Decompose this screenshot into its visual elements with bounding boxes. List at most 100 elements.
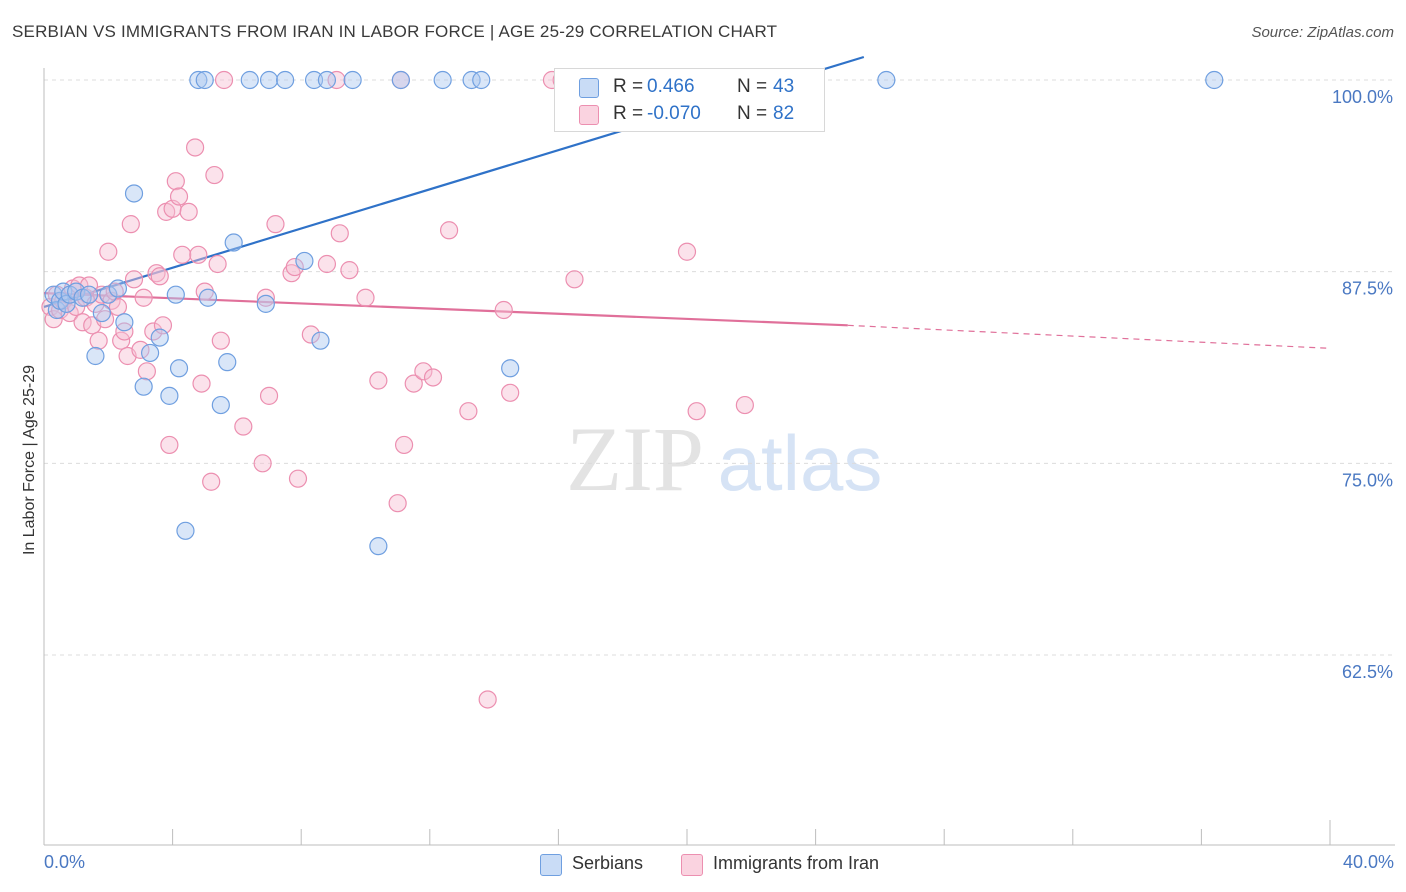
serbian-point: [169, 359, 189, 378]
serbians-legend-label: Serbians: [572, 853, 644, 873]
iran-point: [234, 417, 253, 436]
serbian-point: [79, 285, 99, 304]
serbian-point: [391, 70, 410, 90]
iran-n-value: 82: [773, 103, 795, 124]
iran-point: [124, 270, 144, 289]
serbian-point: [1205, 70, 1224, 90]
iran-point: [121, 215, 140, 234]
iran-point: [439, 221, 459, 240]
iran-point: [266, 215, 285, 234]
serbian-point: [311, 331, 330, 350]
iran-point: [459, 402, 478, 421]
iran-swatch: [579, 105, 599, 125]
serbian-point: [189, 70, 208, 90]
serbian-point: [134, 377, 153, 396]
iran-point: [108, 297, 128, 317]
serbian-point: [501, 359, 520, 378]
iran-point: [288, 469, 308, 488]
iran-point: [340, 261, 359, 280]
serbian-point: [343, 70, 362, 90]
chart-title: SERBIAN VS IMMIGRANTS FROM IRAN IN LABOR…: [12, 22, 778, 41]
iran-point: [192, 374, 211, 393]
y-tick-label: 62.5%: [1342, 662, 1393, 682]
iran-point: [150, 267, 169, 286]
iran-point: [166, 172, 185, 191]
iran-point: [160, 435, 179, 455]
iran-point: [137, 362, 156, 381]
iran-point: [89, 331, 108, 350]
r-label: R =: [613, 76, 644, 97]
serbians-r-value: 0.466: [647, 76, 695, 97]
iran-point: [423, 368, 443, 387]
serbian-point: [369, 537, 388, 556]
legend-row-serbians: R = 0.466 N = 43: [555, 73, 824, 101]
y-tick-label: 87.5%: [1342, 279, 1393, 299]
serbian-point: [176, 521, 195, 540]
x-tick-label-min: 0.0%: [44, 852, 86, 872]
iran-trend-extension: [847, 324, 1331, 349]
iran-trend-line: [43, 292, 848, 327]
serbian-point: [195, 70, 214, 90]
iran-point: [186, 138, 205, 157]
iran-point: [202, 472, 221, 491]
iran-point: [565, 270, 584, 289]
iran-point: [208, 254, 227, 274]
iran-point: [99, 242, 118, 261]
iran-point: [115, 322, 134, 341]
serbian-point: [256, 294, 275, 313]
serbian-point: [877, 70, 896, 90]
y-tick-label: 75.0%: [1342, 470, 1393, 490]
y-tick-label: 100.0%: [1332, 87, 1393, 107]
serbians-legend-swatch: [540, 854, 562, 876]
serbian-point: [92, 303, 111, 323]
serbian-point: [224, 233, 243, 252]
stats-legend: R = 0.466 N = 43 R = -0.070 N = 82: [554, 68, 825, 132]
n-label: N =: [737, 103, 768, 124]
serbian-point: [124, 184, 144, 203]
iran-point: [169, 187, 189, 206]
iran-point: [173, 245, 192, 264]
serbian-point: [86, 346, 105, 366]
iran-point: [388, 494, 407, 513]
legend-row-iran: R = -0.070 N = 82: [555, 100, 824, 128]
serbian-point: [160, 386, 179, 405]
iran-point: [494, 300, 513, 320]
series-legend: Serbians Immigrants from Iran: [0, 852, 1406, 878]
iran-point: [134, 288, 153, 307]
iran-point: [285, 257, 304, 277]
iran-point: [478, 690, 497, 709]
watermark-zip: ZIP: [566, 408, 704, 510]
source-label: Source: ZipAtlas.com: [1251, 24, 1394, 41]
iran-legend-label: Immigrants from Iran: [713, 853, 880, 873]
iran-point: [327, 70, 346, 90]
serbian-point: [99, 285, 118, 304]
iran-point: [687, 402, 706, 421]
serbians-swatch: [579, 78, 599, 98]
serbian-point: [150, 328, 169, 347]
iran-point: [735, 395, 754, 415]
serbian-point: [108, 279, 128, 298]
iran-point: [205, 165, 224, 185]
iran-point: [317, 254, 337, 274]
x-tick-label-max: 40.0%: [1342, 852, 1394, 872]
iran-point: [253, 454, 272, 473]
serbian-point: [198, 288, 218, 307]
iran-point: [256, 288, 275, 307]
iran-point: [404, 374, 423, 393]
serbian-point: [240, 70, 259, 90]
serbian-point: [295, 251, 314, 271]
serbian-point: [166, 285, 185, 304]
iran-point: [501, 383, 520, 402]
iran-point: [677, 242, 697, 261]
iran-point: [369, 371, 388, 390]
n-label: N =: [737, 76, 768, 97]
iran-point: [189, 245, 208, 264]
serbian-point: [317, 70, 337, 90]
serbian-point: [218, 353, 237, 372]
iran-r-value: -0.070: [647, 103, 701, 124]
iran-point: [301, 325, 320, 344]
serbian-point: [115, 313, 134, 332]
r-label: R =: [613, 103, 644, 124]
serbian-point: [433, 70, 452, 90]
